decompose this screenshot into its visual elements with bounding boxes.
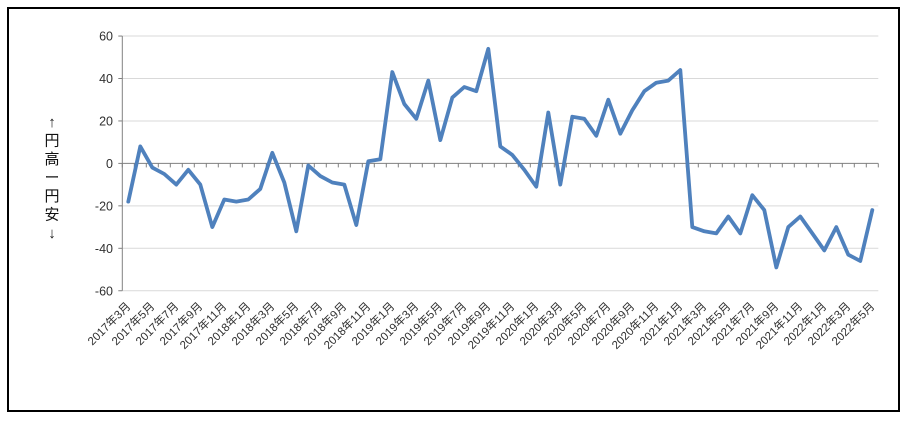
y-axis-title-char: ー — [44, 170, 59, 187]
y-axis-title-char: ↓ — [48, 225, 56, 242]
y-tick-label: -40 — [95, 242, 113, 256]
chart-border — [7, 7, 900, 412]
y-axis-title-char: 高 — [44, 151, 59, 168]
y-tick-label: 60 — [99, 30, 113, 44]
y-tick-label: 40 — [99, 72, 113, 86]
y-axis-title-char: 円 — [44, 133, 59, 150]
y-axis-title-char: 安 — [44, 207, 59, 224]
y-tick-label: 20 — [99, 114, 113, 128]
y-tick-label: -60 — [95, 284, 113, 298]
y-tick-label: -20 — [95, 199, 113, 213]
y-axis-title-char: ↑ — [48, 114, 56, 131]
series-line — [126, 46, 875, 270]
y-tick-label: 0 — [106, 157, 113, 171]
y-axis-title-char: 円 — [44, 188, 59, 205]
